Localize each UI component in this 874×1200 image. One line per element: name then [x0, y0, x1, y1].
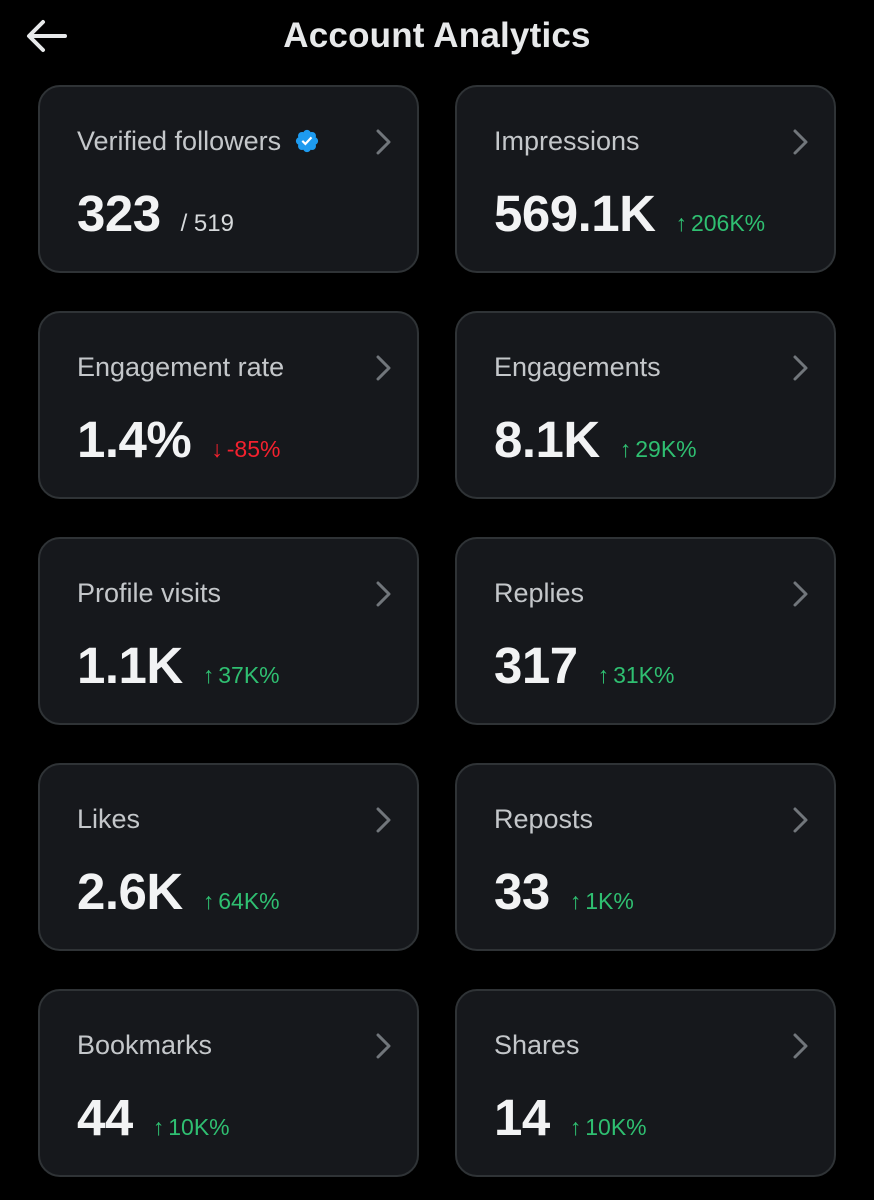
metric-total: / 519 — [180, 210, 234, 237]
chevron-right-icon — [790, 127, 812, 157]
chevron-right-icon — [373, 127, 395, 157]
metric-change-value: 10K% — [585, 1114, 647, 1140]
metric-change: ↑ 31K% — [598, 662, 675, 689]
metric-change: ↑ 206K% — [675, 210, 765, 237]
metric-change-value: 31K% — [613, 662, 675, 688]
metric-change: ↑ 37K% — [203, 662, 280, 689]
verified-badge-icon — [294, 128, 320, 154]
metric-card-verified-followers[interactable]: Verified followers 323 / 519 — [38, 85, 419, 273]
metric-label: Impressions — [494, 126, 640, 156]
chevron-right-icon — [790, 353, 812, 383]
metric-label: Reposts — [494, 804, 594, 834]
metric-label: Replies — [494, 578, 585, 608]
metric-value: 44 — [77, 1089, 133, 1146]
arrow-up-icon: ↑ — [152, 1114, 165, 1140]
metric-value: 14 — [494, 1089, 550, 1146]
metric-value: 317 — [494, 637, 578, 694]
metric-value-row: 14 ↑ 10K% — [494, 1087, 647, 1149]
arrow-up-icon: ↑ — [619, 436, 632, 462]
metric-value: 1.1K — [77, 637, 183, 694]
metric-card-likes[interactable]: Likes 2.6K ↑ 64K% — [38, 763, 419, 951]
metric-change-value: 64K% — [218, 888, 280, 914]
arrow-up-icon: ↑ — [569, 888, 582, 914]
chevron-right-icon — [790, 1031, 812, 1061]
arrow-left-icon — [27, 20, 67, 52]
metric-change-value: 37K% — [218, 662, 280, 688]
metric-label: Likes — [77, 804, 141, 834]
arrow-down-icon: ↓ — [211, 436, 223, 462]
metric-value-row: 317 ↑ 31K% — [494, 635, 674, 697]
metric-change: ↑ 29K% — [620, 436, 697, 463]
metrics-grid: Verified followers 323 / 519 Impressions… — [38, 85, 836, 1177]
chevron-right-icon — [373, 353, 395, 383]
metric-value: 323 — [77, 185, 161, 242]
header: Account Analytics — [0, 0, 874, 72]
arrow-up-icon: ↑ — [569, 1114, 582, 1140]
metric-change: ↑ 10K% — [153, 1114, 230, 1141]
metric-value-row: 8.1K ↑ 29K% — [494, 409, 697, 471]
metric-change: ↑ 10K% — [570, 1114, 647, 1141]
chevron-right-icon — [373, 805, 395, 835]
metric-card-bookmarks[interactable]: Bookmarks 44 ↑ 10K% — [38, 989, 419, 1177]
chevron-right-icon — [373, 1031, 395, 1061]
arrow-up-icon: ↑ — [202, 888, 215, 914]
metric-value-row: 1.1K ↑ 37K% — [77, 635, 280, 697]
metric-card-replies[interactable]: Replies 317 ↑ 31K% — [455, 537, 836, 725]
arrow-up-icon: ↑ — [675, 210, 687, 236]
metric-value-row: 569.1K ↑ 206K% — [494, 183, 765, 245]
metric-value: 569.1K — [494, 185, 656, 242]
metric-change-value: 29K% — [635, 436, 697, 462]
metric-value-row: 44 ↑ 10K% — [77, 1087, 230, 1149]
back-button[interactable] — [22, 14, 70, 58]
metric-value-row: 323 / 519 — [77, 183, 234, 245]
metric-label: Engagements — [494, 352, 661, 382]
metric-card-impressions[interactable]: Impressions 569.1K ↑ 206K% — [455, 85, 836, 273]
metric-change-value: 10K% — [168, 1114, 230, 1140]
metric-value-row: 2.6K ↑ 64K% — [77, 861, 280, 923]
metric-change: ↑ 64K% — [203, 888, 280, 915]
metric-value: 8.1K — [494, 411, 600, 468]
metric-change-value: 206K% — [690, 210, 766, 236]
metric-label: Bookmarks — [77, 1030, 213, 1060]
metric-card-engagements[interactable]: Engagements 8.1K ↑ 29K% — [455, 311, 836, 499]
metric-card-engagement-rate[interactable]: Engagement rate 1.4% ↓ -85% — [38, 311, 419, 499]
arrow-up-icon: ↑ — [597, 662, 610, 688]
chevron-right-icon — [373, 579, 395, 609]
metric-label: Shares — [494, 1030, 580, 1060]
metric-change-value: -85% — [226, 436, 281, 462]
metric-label: Profile visits — [77, 578, 222, 608]
metric-change: ↑ 1K% — [570, 888, 634, 915]
metric-label-text: Verified followers — [77, 126, 282, 156]
metric-value: 33 — [494, 863, 550, 920]
chevron-right-icon — [790, 579, 812, 609]
metric-label: Engagement rate — [77, 352, 285, 382]
metric-change-value: 1K% — [585, 888, 634, 914]
metric-value-row: 33 ↑ 1K% — [494, 861, 634, 923]
metric-label: Verified followers — [77, 123, 320, 159]
metric-value-row: 1.4% ↓ -85% — [77, 409, 280, 471]
metric-change: ↓ -85% — [211, 436, 280, 463]
metric-value: 1.4% — [77, 411, 192, 468]
metric-card-profile-visits[interactable]: Profile visits 1.1K ↑ 37K% — [38, 537, 419, 725]
metric-card-reposts[interactable]: Reposts 33 ↑ 1K% — [455, 763, 836, 951]
metric-card-shares[interactable]: Shares 14 ↑ 10K% — [455, 989, 836, 1177]
metric-value: 2.6K — [77, 863, 183, 920]
chevron-right-icon — [790, 805, 812, 835]
page-title: Account Analytics — [283, 16, 591, 55]
arrow-up-icon: ↑ — [202, 662, 215, 688]
